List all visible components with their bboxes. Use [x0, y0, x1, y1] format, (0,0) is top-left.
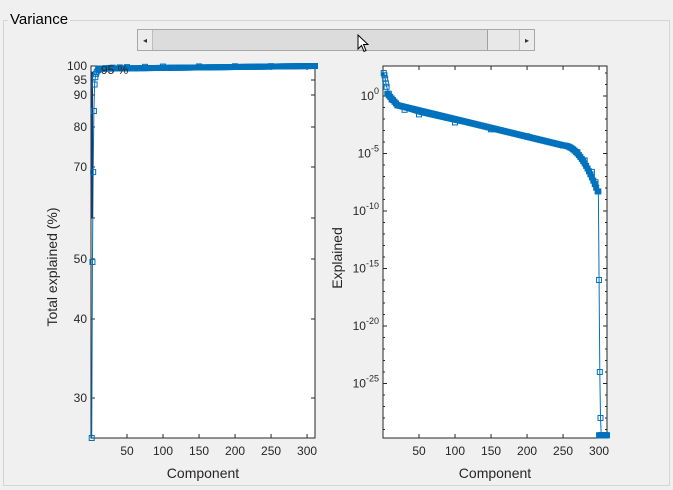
- x-tick-label: 150: [189, 444, 209, 458]
- x-tick-label: 200: [225, 444, 245, 458]
- component-scrollbar[interactable]: ◂ ▸: [137, 29, 535, 51]
- y-tick-label: 10-15: [353, 259, 379, 276]
- data-marker: [382, 80, 389, 87]
- y-axis-label: Explained: [329, 227, 345, 289]
- scrollbar-thumb[interactable]: [152, 30, 488, 50]
- y-tick-label: 80: [74, 120, 88, 134]
- x-tick-label: 250: [261, 444, 281, 458]
- total-explained-chart: 50 100 150 200 250 30030405070809095100Compon…: [44, 59, 318, 481]
- data-marker: [383, 83, 390, 90]
- data-marker: [92, 74, 99, 81]
- data-marker: [89, 259, 96, 265]
- scroll-right-arrow-icon[interactable]: ▸: [519, 30, 534, 50]
- y-tick-label: 30: [74, 391, 88, 405]
- threshold-annotation: 95 %: [101, 63, 129, 77]
- data-marker: [603, 432, 610, 439]
- data-marker: [90, 108, 97, 114]
- panel-title: Variance: [8, 11, 71, 29]
- x-tick-label: 50: [120, 444, 134, 458]
- x-tick-label: 100: [445, 444, 465, 458]
- data-marker: [90, 169, 97, 176]
- data-marker: [311, 63, 318, 70]
- mouse-pointer-icon: [357, 34, 370, 53]
- x-tick-label: 150: [481, 444, 501, 458]
- y-axis-label: Total explained (%): [44, 207, 60, 326]
- x-tick-label: 50: [412, 444, 426, 458]
- y-tick-label: 10-10: [353, 201, 379, 218]
- explained-log-chart: 50 100 150 200 250 300 100 10-5 10-10 10-15 10-20 1…: [329, 65, 610, 481]
- plot-area: [382, 65, 608, 439]
- y-tick-label: 10-20: [353, 316, 379, 333]
- y-tick-label: 100: [361, 86, 379, 103]
- data-marker: [91, 81, 98, 88]
- data-marker: [594, 188, 601, 195]
- x-tick-label: 250: [553, 444, 573, 458]
- y-tick-label: 70: [74, 160, 88, 174]
- data-marker: [596, 369, 603, 375]
- x-tick-label: 300: [589, 444, 609, 458]
- x-tick-label: 200: [517, 444, 537, 458]
- x-tick-label: 100: [153, 444, 173, 458]
- y-tick-label: 100: [67, 59, 87, 73]
- data-marker: [381, 72, 388, 79]
- x-axis-label: Component: [167, 465, 239, 481]
- y-tick-label: 95: [74, 73, 88, 87]
- x-axis-label: Component: [459, 465, 531, 481]
- y-tick-label: 50: [74, 252, 88, 266]
- x-tick-label: 300: [297, 444, 317, 458]
- data-marker: [88, 435, 95, 441]
- data-marker: [596, 277, 603, 283]
- variance-panel: [3, 20, 670, 486]
- y-tick-label: 10-25: [353, 374, 379, 391]
- data-marker: [597, 415, 604, 421]
- plot-area: [90, 65, 316, 439]
- y-tick-label: 90: [74, 88, 88, 102]
- y-tick-label: 10-5: [358, 144, 379, 161]
- y-tick-label: 40: [74, 312, 88, 326]
